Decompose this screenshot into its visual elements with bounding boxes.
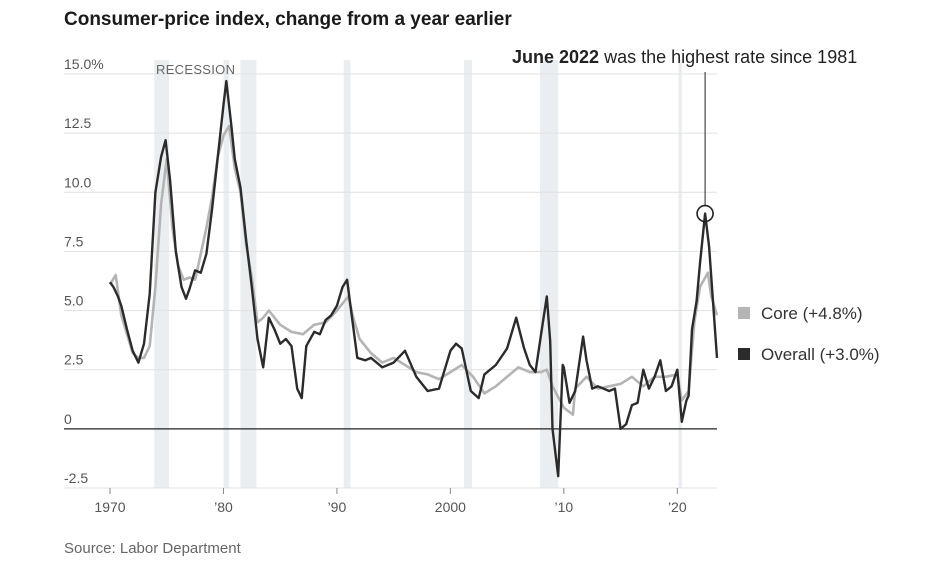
y-tick-label-1: 12.5: [64, 115, 91, 131]
gridlines: [64, 73, 717, 489]
legend-label-1: Overall (+3.0%): [761, 345, 880, 364]
y-tick-label-5: 2.5: [64, 352, 84, 368]
recession-bands: [154, 60, 682, 488]
legend-label-0: Core (+4.8%): [761, 304, 863, 323]
recession-band-4: [463, 60, 472, 488]
x-tick-label-1: ’80: [214, 499, 233, 515]
annotation: June 2022 was the highest rate since 198…: [512, 47, 857, 223]
recession-band-5: [540, 60, 559, 488]
legend: Core (+4.8%) Overall (+3.0%): [738, 304, 880, 364]
recession-band-3: [343, 60, 351, 488]
y-tick-label-4: 5.0: [64, 293, 84, 309]
x-tick-label-3: 2000: [435, 499, 466, 515]
highlight-circle: [696, 204, 714, 223]
legend-swatch-1: [738, 348, 750, 360]
legend-swatch-0: [738, 307, 750, 319]
x-tick-label-5: ’20: [668, 499, 687, 515]
recession-label: RECESSION: [156, 62, 235, 77]
recession-band-2: [240, 60, 257, 488]
y-tick-label-2: 10.0: [64, 174, 91, 190]
overall-cpi-line: [109, 79, 719, 478]
x-axis-ticks: 1970 ’80 ’90 2000 ’10 ’20: [94, 488, 687, 515]
series-lines: [108, 79, 719, 478]
y-axis-ticks: 15.0% 12.5 10.0 7.5 5.0 2.5 0 -2.5: [64, 56, 104, 486]
y-tick-label-6: 0: [64, 411, 72, 427]
x-tick-label-0: 1970: [94, 499, 125, 515]
source-note: Source: Labor Department: [64, 540, 241, 557]
x-tick-label-4: ’10: [554, 499, 573, 515]
annotation-rest: was the highest rate since 1981: [599, 47, 857, 67]
x-tick-label-2: ’90: [328, 499, 347, 515]
recession-band-1: [223, 60, 230, 488]
recession-band-6: [678, 60, 682, 488]
annotation-text: June 2022 was the highest rate since 198…: [512, 47, 857, 67]
y-tick-label-0: 15.0%: [64, 56, 104, 72]
annotation-bold: June 2022: [512, 47, 599, 67]
y-tick-label-7: -2.5: [64, 470, 88, 486]
y-tick-label-3: 7.5: [64, 233, 84, 249]
chart-title: Consumer-price index, change from a year…: [64, 9, 512, 30]
